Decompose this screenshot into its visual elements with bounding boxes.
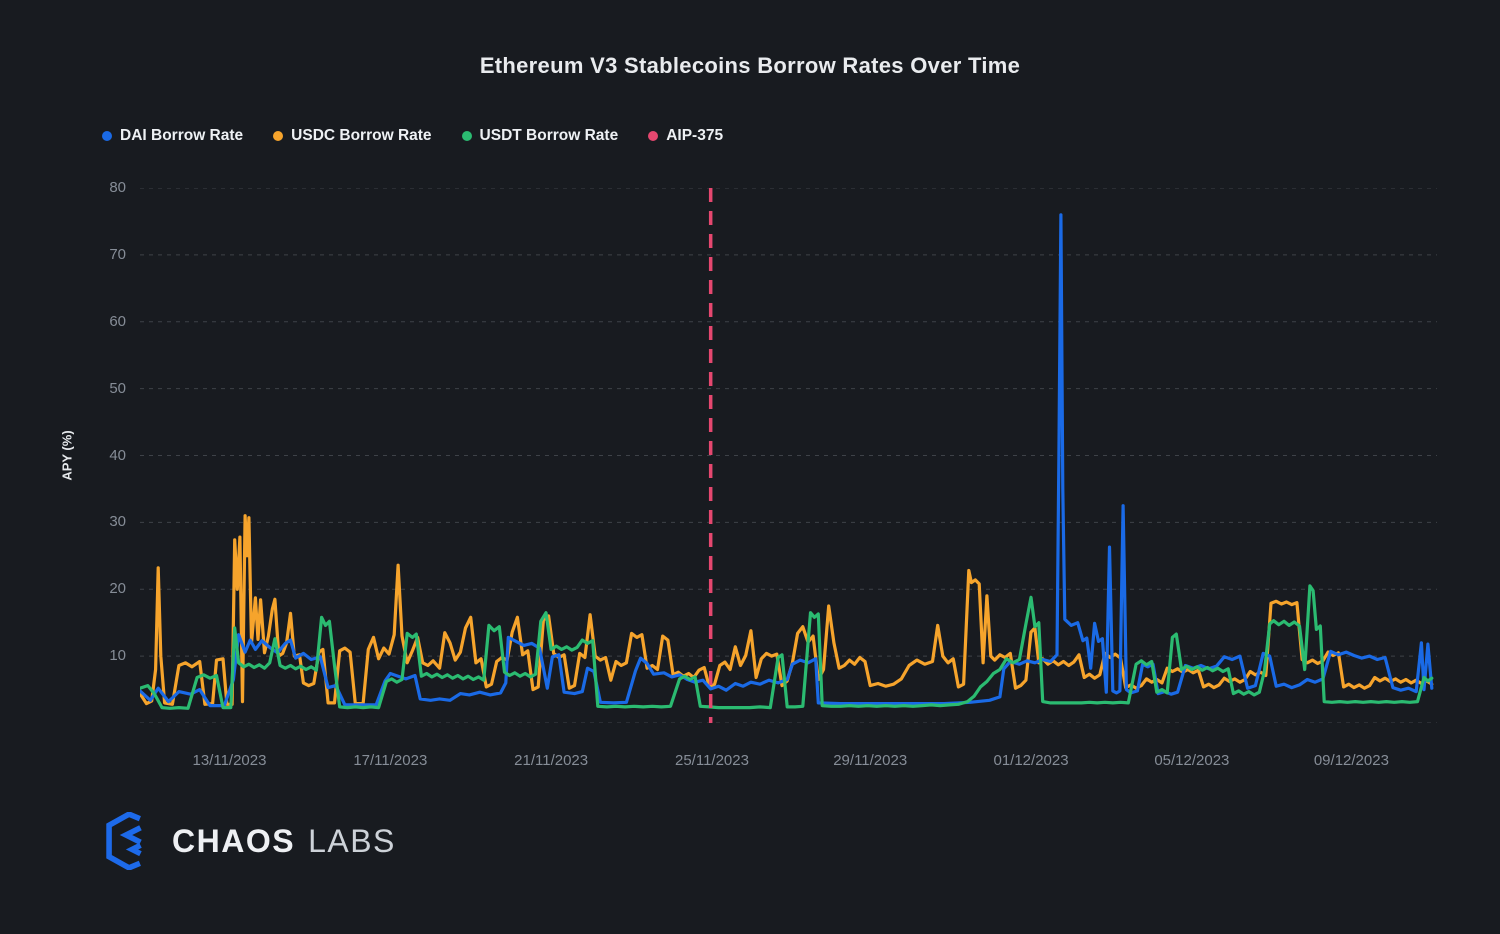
y-tick-label-20: 20 [109,580,126,598]
legend-item-dai[interactable]: DAI Borrow Rate [102,127,243,145]
series-line-dai [140,213,1434,708]
x-tick-label: 01/12/2023 [993,752,1069,769]
x-tick-label: 21/11/2023 [514,752,589,769]
y-tick-label-10: 10 [109,647,126,665]
legend-item-aip-375[interactable]: AIP-375 [648,127,723,145]
x-tick-label: 05/12/2023 [1154,752,1230,769]
legend-item-usdt[interactable]: USDT Borrow Rate [461,127,619,145]
x-tick-label: 13/11/2023 [192,752,267,769]
y-tick-label-80: 80 [109,179,126,196]
chaos-labs-logo-icon [106,812,142,870]
brand-name-chaos: CHAOS [172,822,296,859]
y-tick-label-60: 60 [109,312,126,330]
legend-label: AIP-375 [666,127,724,144]
legend-color-dot [648,131,659,141]
y-tick-label-70: 70 [109,245,126,263]
series-line-usdt [140,584,1434,710]
legend-color-dot [461,131,472,141]
legend-item-usdc[interactable]: USDC Borrow Rate [273,127,432,145]
y-tick-label-30: 30 [109,513,126,531]
legend: DAI Borrow Rate USDC Borrow Rate USDT Borr… [102,127,723,145]
brand-name-labs: LABS [308,822,396,859]
legend-color-dot [102,131,112,141]
legend-color-dot [273,131,284,141]
y-tick-label-40: 40 [109,446,126,464]
chart-title: Ethereum V3 Stablecoins Borrow Rates Ove… [479,53,1021,78]
y-tick-label-50: 50 [109,379,126,397]
legend-label: DAI Borrow Rate [120,127,244,144]
x-tick-label: 17/11/2023 [353,752,428,769]
brand-text: CHAOS LABS [172,823,396,860]
x-tick-label: 29/11/2023 [833,752,908,769]
series-line-usdc [140,514,1434,706]
legend-label: USDT Borrow Rate [479,127,619,144]
plot-area [140,188,1437,723]
x-tick-label: 25/11/2023 [674,752,749,769]
brand-footer: CHAOS LABS [100,812,396,870]
legend-label: USDC Borrow Rate [291,127,432,144]
x-tick-label: 09/12/2023 [1313,752,1389,769]
